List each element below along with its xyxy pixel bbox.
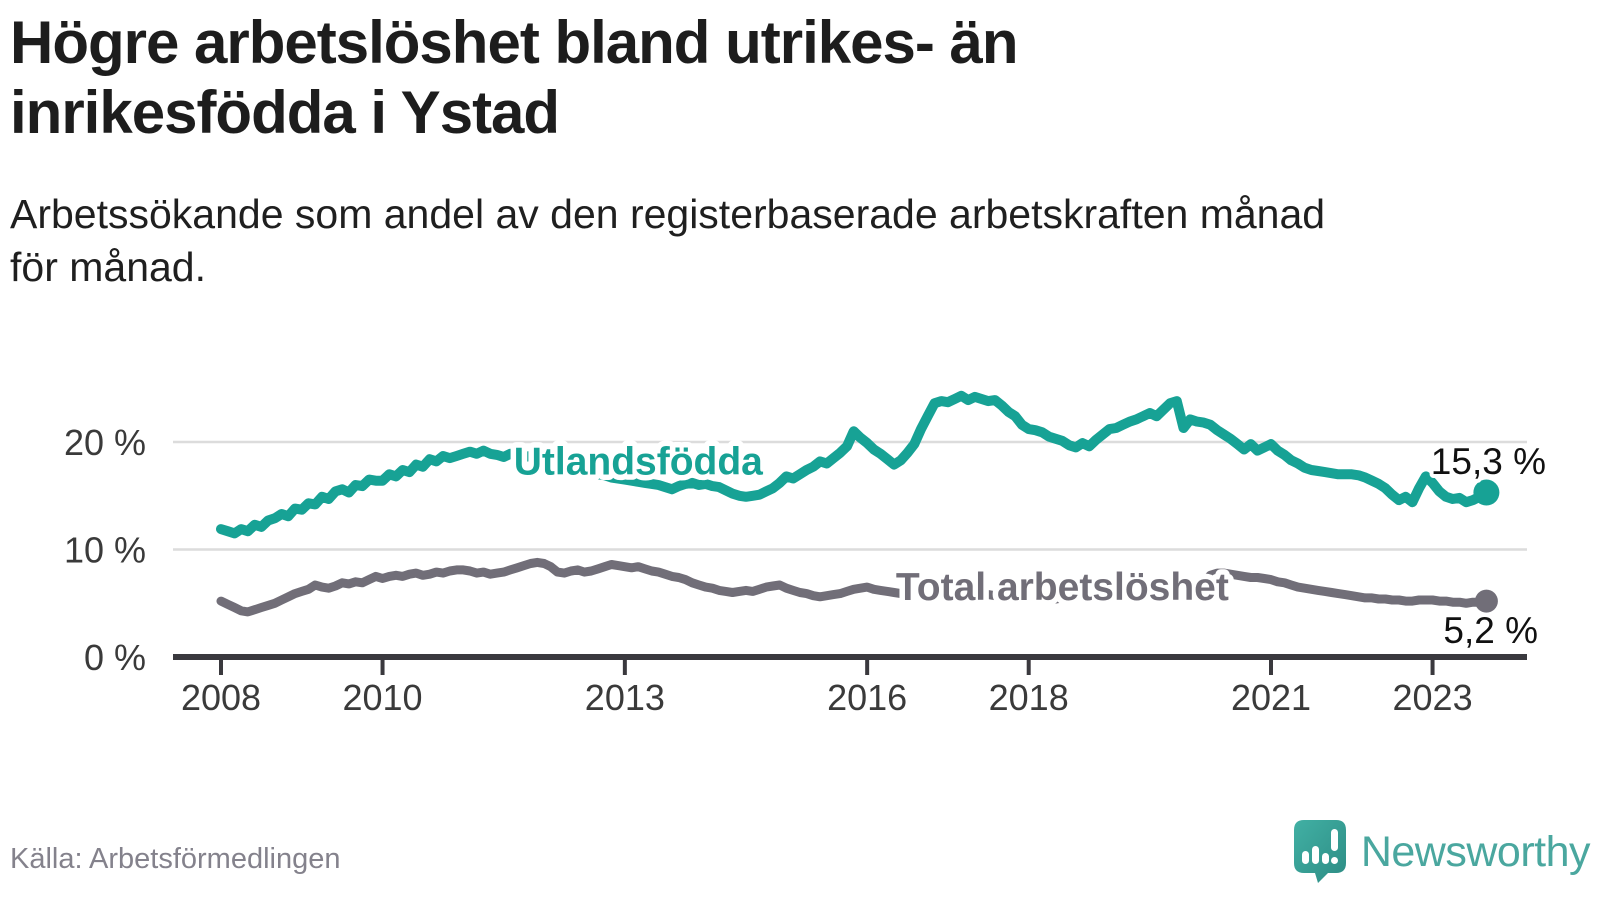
x-tick-label: 2021 — [1231, 677, 1311, 718]
y-tick-label: 20 % — [64, 422, 146, 463]
newsworthy-logo-text: Newsworthy — [1360, 827, 1591, 876]
x-tick-label: 2018 — [989, 677, 1069, 718]
y-tick-label: 0 % — [84, 637, 146, 678]
x-tick-label: 2023 — [1393, 677, 1473, 718]
end-value-label: 5,2 % — [1443, 610, 1538, 651]
series-line-utlandsfodda — [216, 390, 1492, 539]
newsworthy-logo: Newsworthy — [1293, 820, 1591, 884]
series-line-total — [216, 557, 1491, 617]
end-dot-total — [1474, 589, 1498, 613]
end-value-label: 15,3 % — [1431, 441, 1546, 482]
series-name-label: Utlandsfödda — [514, 440, 763, 483]
title-line-2: inrikesfödda i Ystad — [10, 79, 560, 146]
x-tick-label: 2016 — [827, 677, 907, 718]
chart-subtitle: Arbetssökande som andel av den registerb… — [10, 188, 1570, 294]
x-tick-label: 2010 — [342, 677, 422, 718]
series-name-label: Total arbetslöshet — [896, 566, 1229, 609]
x-tick-label: 2008 — [181, 677, 261, 718]
title-line-1: Högre arbetslöshet bland utrikes- än — [10, 9, 1019, 76]
y-tick-label: 10 % — [64, 530, 146, 571]
source-note: Källa: Arbetsförmedlingen — [10, 843, 341, 875]
x-tick-label: 2013 — [585, 677, 665, 718]
subtitle-line-1: Arbetssökande som andel av den registerb… — [10, 191, 1326, 237]
end-dot-utlandsfodda — [1473, 479, 1500, 506]
page-title: Högre arbetslöshet bland utrikes- än inr… — [10, 8, 1310, 148]
newsworthy-logo-icon — [1293, 820, 1346, 883]
subtitle-line-2: för månad. — [10, 244, 206, 290]
